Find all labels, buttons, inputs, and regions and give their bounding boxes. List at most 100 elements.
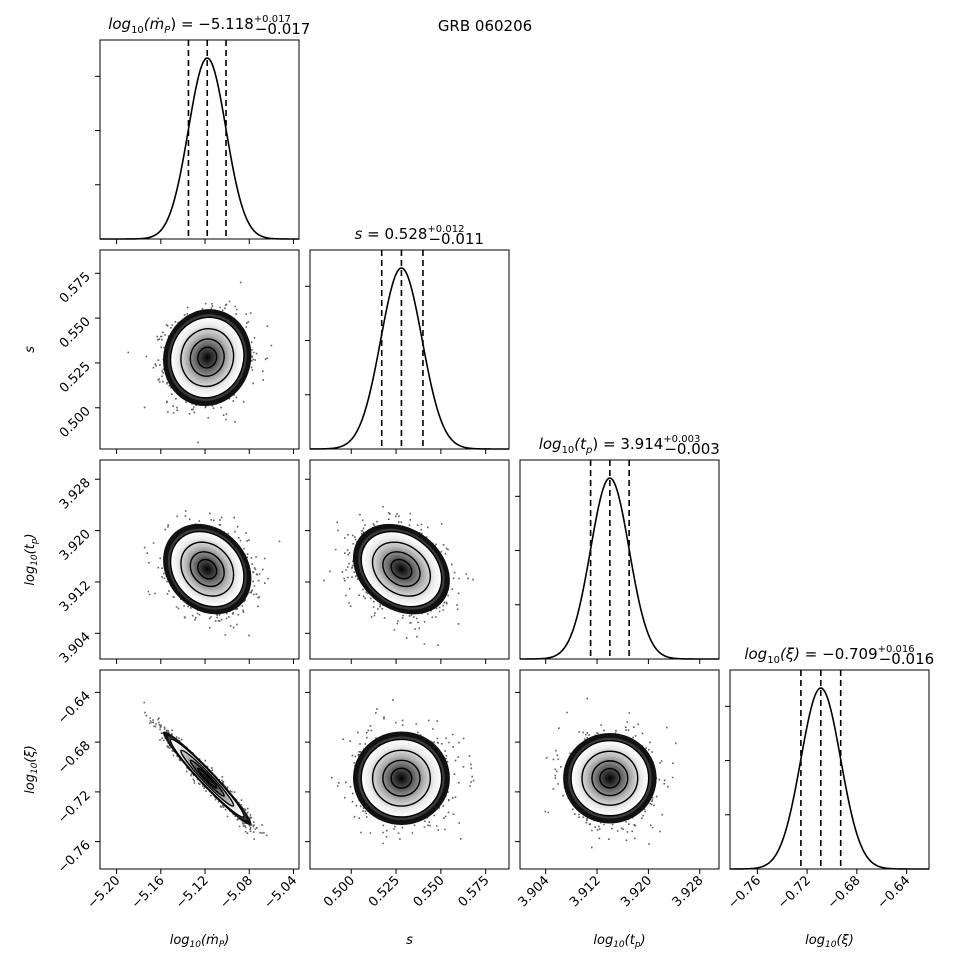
hist-panel-3: log10(ξ) = −0.709+0.016−0.016 — [725, 644, 934, 874]
title-err-minus-2: −0.003 — [664, 440, 720, 458]
density-fill — [170, 739, 244, 818]
y-axis-label-1: s — [23, 346, 38, 353]
contour-3 — [570, 739, 650, 817]
x-tick-label: −5.04 — [262, 873, 301, 912]
x-tick-label: 0.550 — [411, 873, 448, 910]
x-tick-label: 3.928 — [670, 873, 707, 910]
y-axis-label-3: log10(ξ) — [23, 745, 40, 794]
title-err-minus-0: −0.017 — [255, 20, 311, 38]
param-title-1: s = 0.528+0.012 — [355, 224, 465, 243]
contour-2 — [371, 749, 431, 807]
contour-3 — [360, 738, 443, 818]
param-title-2: log10(tp) = 3.914+0.003 — [539, 434, 701, 456]
hist-curve-1 — [310, 267, 509, 450]
y-tick-label: 0.500 — [57, 404, 94, 441]
contour-0 — [390, 767, 413, 789]
x-axis-label-0: log10(ṁP) — [170, 933, 230, 950]
figure-title: GRB 060206 — [438, 17, 532, 35]
x-tick-label: −0.72 — [775, 873, 814, 912]
contour-0 — [599, 767, 621, 789]
density-fill — [170, 531, 244, 607]
x-tick-label: −5.20 — [85, 873, 124, 912]
panel-frame — [519, 669, 720, 870]
y-tick-label: 3.920 — [57, 527, 94, 564]
density-fill — [361, 531, 442, 607]
contour-3 — [169, 530, 245, 608]
panel-frame — [99, 249, 300, 450]
param-title-0: log10(ṁP) = −5.118+0.017 — [108, 14, 291, 36]
x-tick-label: −0.76 — [725, 873, 764, 912]
y-tick-label: 0.525 — [57, 359, 94, 396]
y-axis-label-2: log10(tp) — [23, 533, 40, 585]
y-tick-label: 0.550 — [57, 314, 94, 351]
sample-points — [143, 510, 281, 637]
hist-frame-0 — [99, 39, 300, 240]
scatter-panel-2-0 — [95, 459, 300, 664]
hist-frame-3 — [729, 669, 930, 870]
x-tick-label: −5.16 — [129, 873, 168, 912]
scatter-panel-1-0 — [95, 249, 300, 454]
y-tick-label: 0.575 — [57, 270, 94, 307]
hist-panel-2: log10(tp) = 3.914+0.003−0.003 — [515, 434, 720, 664]
x-tick-label: 0.525 — [366, 873, 403, 910]
hist-curve-2 — [520, 477, 719, 660]
title-err-plus: +0.016 — [878, 644, 915, 655]
contour-3 — [169, 738, 245, 818]
y-tick-label: 3.904 — [57, 630, 94, 667]
contour-0 — [197, 558, 218, 580]
title-err-plus: +0.003 — [663, 434, 700, 445]
x-axis-label-1: s — [406, 933, 413, 948]
contour-1 — [591, 760, 629, 797]
panel-frame — [99, 459, 300, 660]
hist-frame-1 — [309, 249, 510, 450]
panel-frame — [99, 669, 300, 870]
contour-0 — [197, 767, 218, 789]
title-err-plus: +0.017 — [254, 14, 291, 25]
y-tick-label: −0.64 — [55, 689, 94, 728]
x-tick-label: 3.904 — [516, 873, 553, 910]
hist-curve-3 — [730, 687, 929, 870]
y-tick-label: 3.912 — [57, 578, 94, 615]
title-err-plus: +0.012 — [427, 224, 464, 235]
contour-0 — [197, 346, 218, 369]
contour-2 — [180, 328, 235, 388]
y-tick-label: 3.928 — [57, 475, 94, 512]
scatter-panel-3-0 — [95, 669, 300, 874]
contour-2 — [180, 749, 235, 807]
x-tick-label: 3.912 — [567, 873, 604, 910]
y-tick-label: −0.72 — [55, 788, 94, 827]
contour-1 — [382, 551, 421, 588]
title-err-minus-1: −0.011 — [428, 230, 484, 248]
contour-2 — [581, 750, 639, 806]
scatter-panel-3-1 — [305, 669, 510, 874]
panel-frame — [309, 669, 510, 870]
x-tick-label: 0.575 — [456, 873, 493, 910]
hist-curve-0 — [100, 57, 299, 240]
x-tick-label: −0.68 — [825, 873, 864, 912]
contour-0 — [390, 558, 413, 580]
contour-3 — [169, 316, 245, 399]
x-axis-label-2: log10(tp) — [593, 933, 645, 950]
contour-1 — [382, 759, 421, 797]
hist-panel-0: log10(ṁP) = −5.118+0.017−0.017 — [95, 14, 310, 244]
y-tick-label: −0.68 — [55, 738, 94, 777]
scatter-panel-2-1 — [305, 459, 510, 664]
x-tick-label: −0.64 — [875, 873, 914, 912]
scatter-panel-3-2 — [515, 669, 720, 874]
x-tick-label: 0.500 — [321, 873, 358, 910]
hist-panel-1: s = 0.528+0.012−0.011 — [305, 224, 510, 454]
title-err-minus-3: −0.016 — [879, 650, 935, 668]
panel-frame — [309, 459, 510, 660]
x-tick-label: −5.12 — [173, 873, 212, 912]
contour-2 — [180, 541, 235, 597]
x-tick-label: −5.08 — [217, 873, 256, 912]
contour-2 — [371, 541, 431, 597]
x-axis-label-3: log10(ξ) — [805, 933, 854, 950]
contour-1 — [189, 551, 225, 588]
contour-3 — [360, 530, 443, 608]
contour-1 — [189, 338, 225, 377]
contour-1 — [189, 759, 225, 797]
hist-frame-2 — [519, 459, 720, 660]
x-tick-label: 3.920 — [618, 873, 655, 910]
